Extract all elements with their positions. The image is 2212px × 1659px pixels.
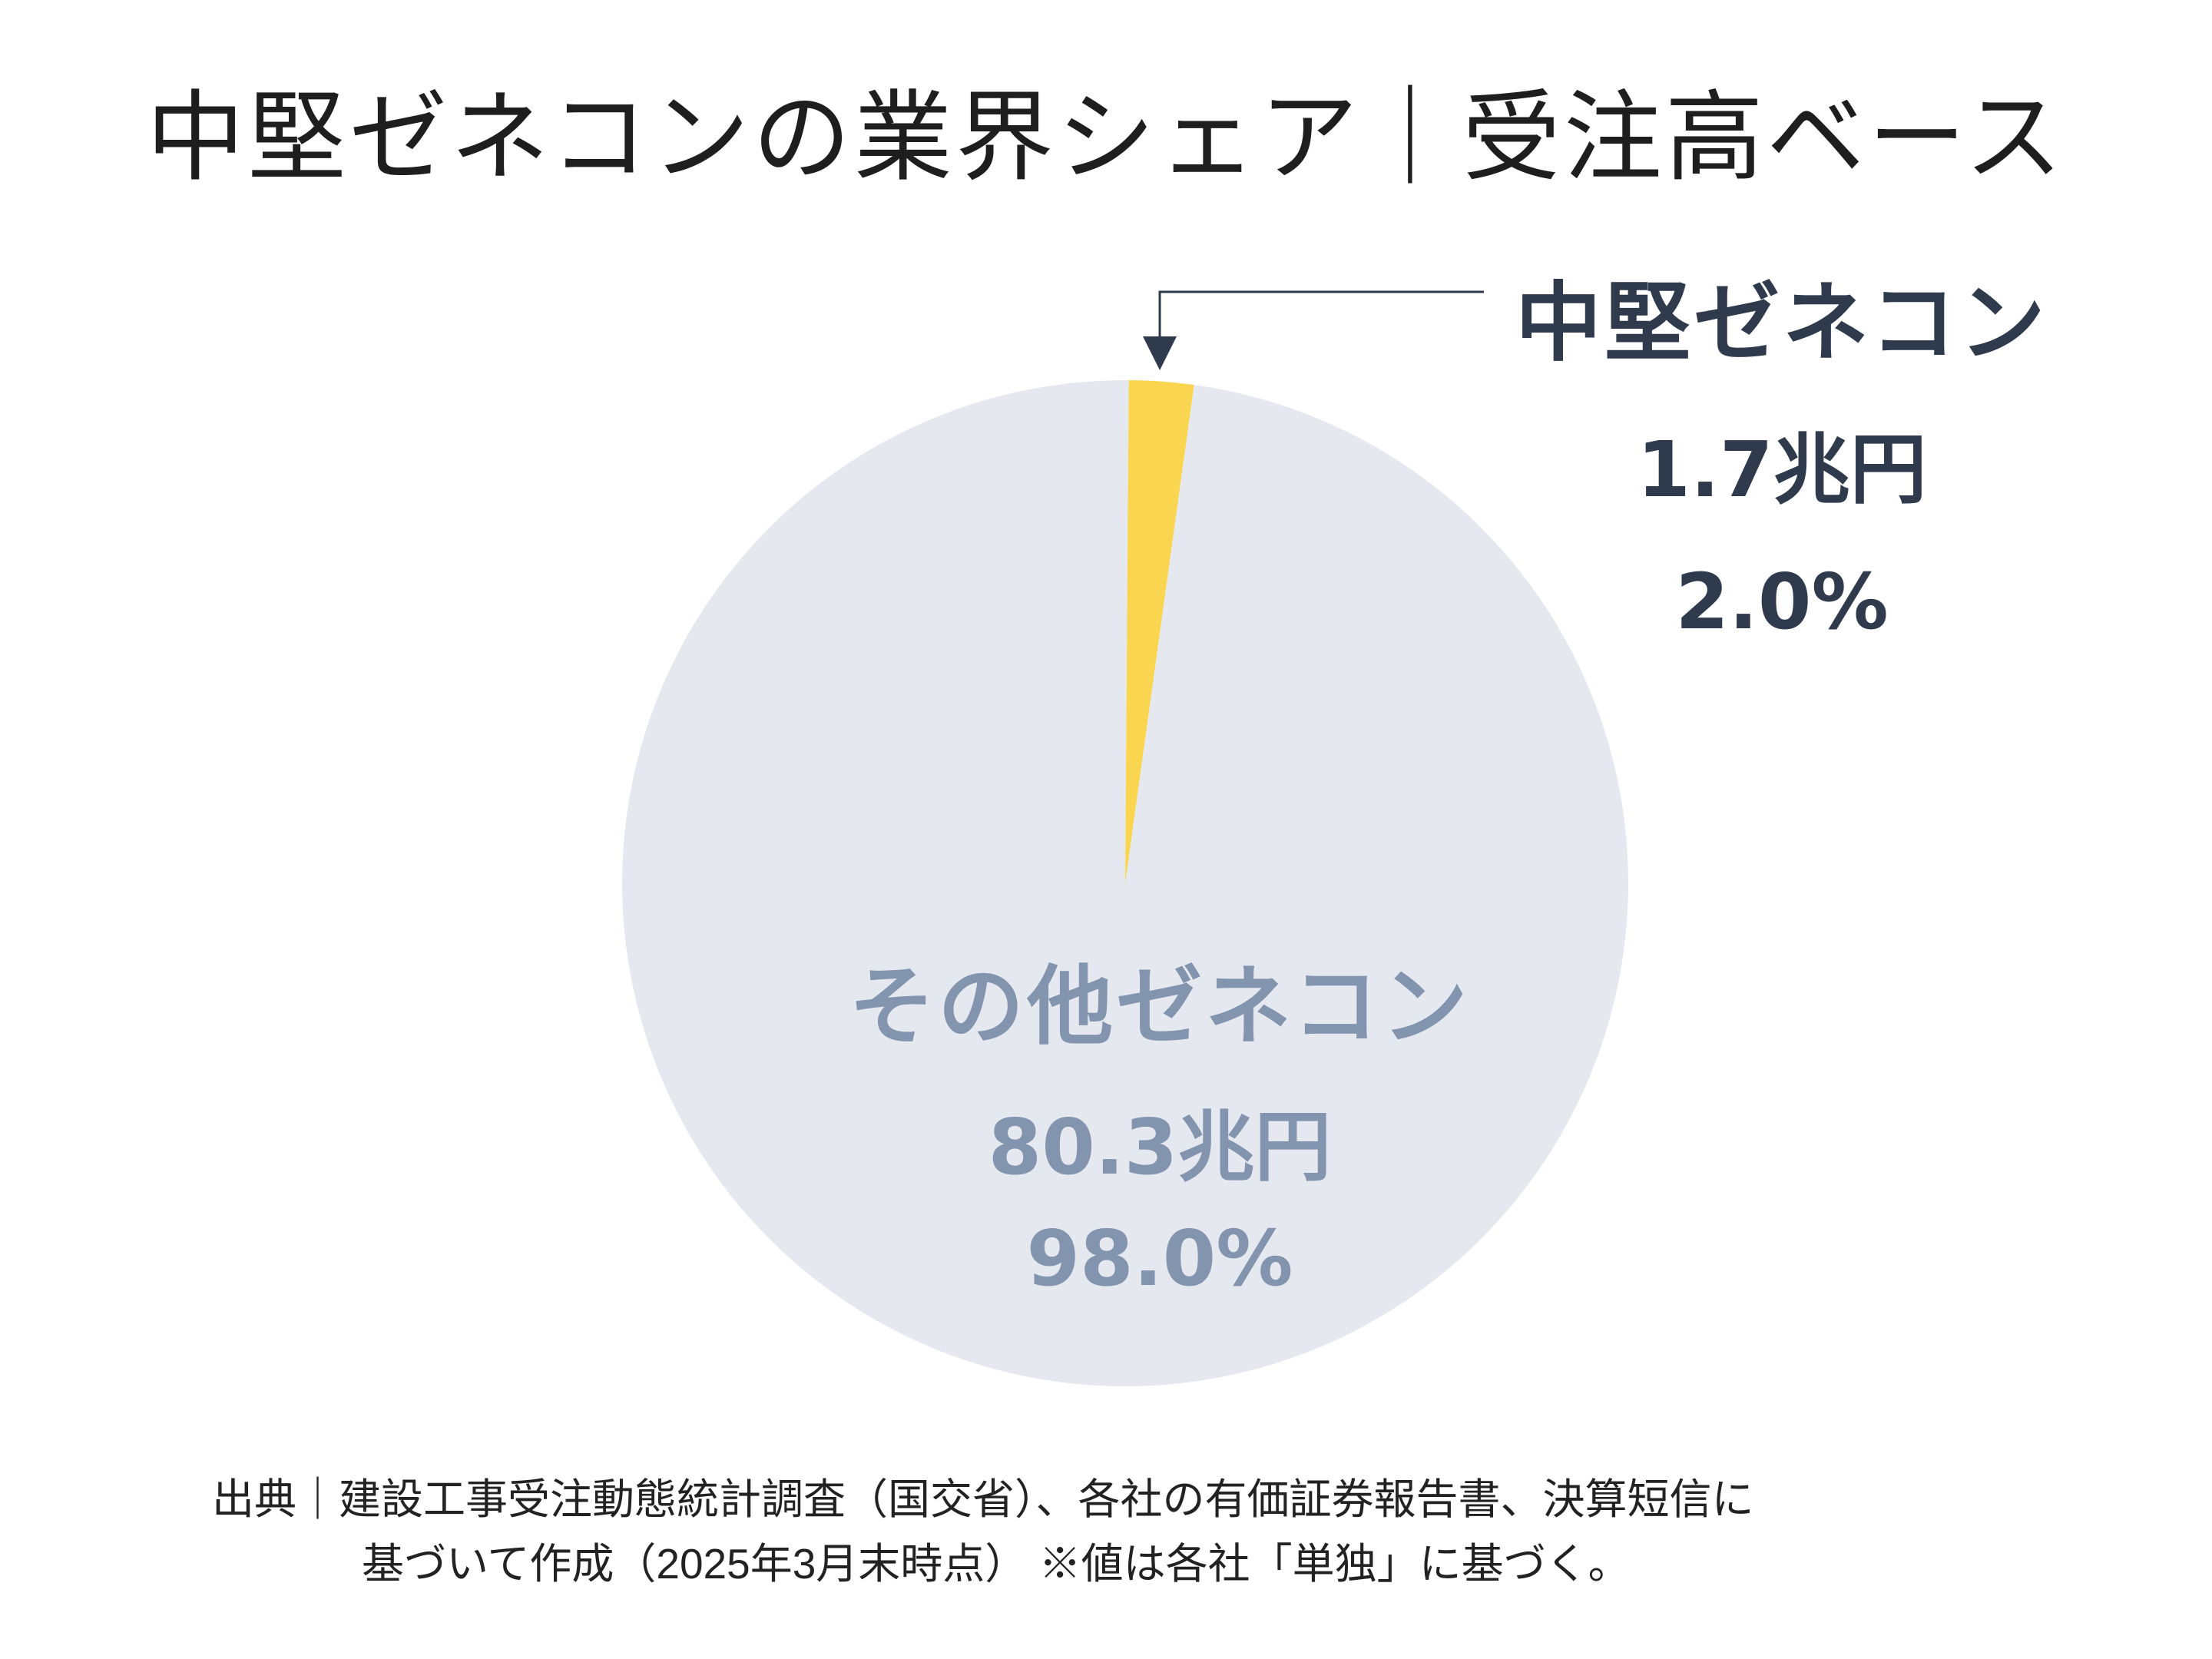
pie-slices bbox=[622, 379, 1628, 1386]
source-footnote: 出典｜建設工事受注動態統計調査（国交省）、各社の有価証券報告書、決算短信に 基づ… bbox=[212, 1467, 2086, 1596]
callout-arrow bbox=[1143, 290, 1484, 370]
slice-label-mid-amount: 1.7兆円 bbox=[1637, 425, 1927, 515]
callout-arrow-head bbox=[1143, 336, 1177, 370]
slice-label-mid-name: 中堅ゼネコン bbox=[1515, 273, 2048, 373]
slice-label-mid-percent: 2.0% bbox=[1675, 557, 1889, 647]
chart-title: 中堅ゼネコンの業界シェア｜受注高ベース bbox=[146, 81, 2066, 195]
slice-label-other-name: その他ゼネコン bbox=[849, 957, 1471, 1057]
pie-slice-other-general-contractors bbox=[622, 379, 1628, 1386]
slice-label-other-amount: 80.3兆円 bbox=[988, 1102, 1332, 1192]
pie-slice-mid-general-contractor bbox=[1125, 380, 1194, 884]
footnote-line-1: 出典｜建設工事受注動態統計調査（国交省）、各社の有価証券報告書、決算短信に bbox=[212, 1475, 1754, 1523]
footnote-line-2: 基づいて作成（2025年3月末時点） ※値は各社「単独」に基づく。 bbox=[362, 1540, 1631, 1588]
slice-label-other-percent: 98.0% bbox=[1026, 1214, 1293, 1303]
callout-leader-line bbox=[1158, 290, 1484, 338]
